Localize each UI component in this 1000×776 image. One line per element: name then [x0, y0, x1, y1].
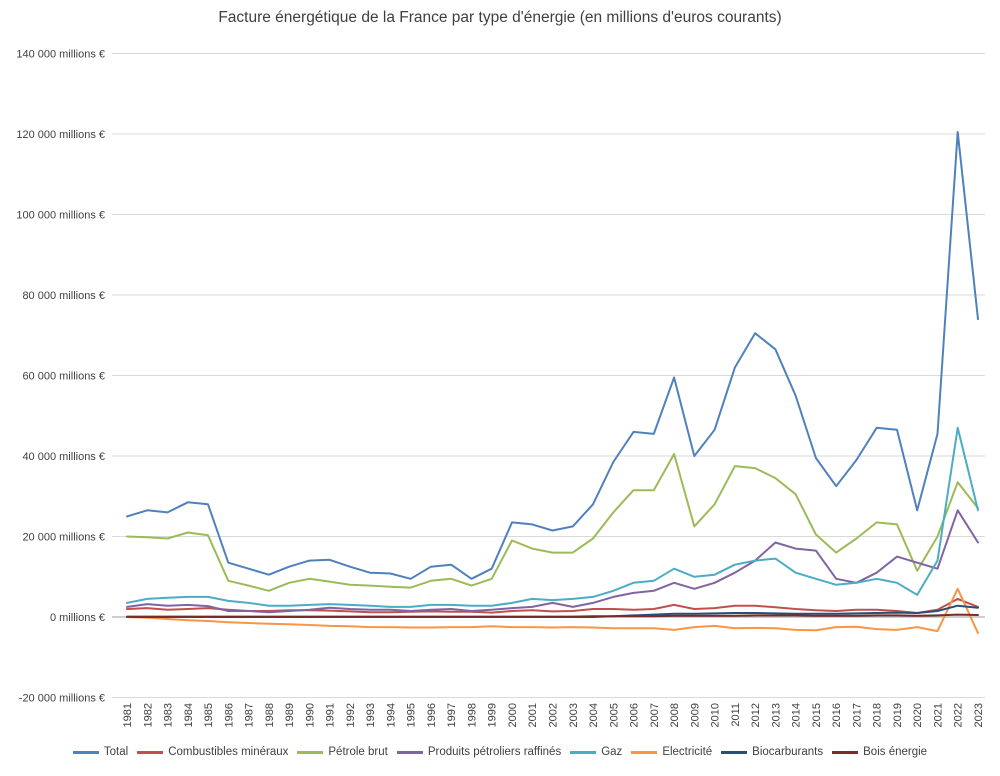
x-axis-tick-label: 2019 [892, 703, 904, 727]
y-axis-tick-label: 60 000 millions € [22, 371, 105, 383]
x-axis-tick-label: 1993 [365, 703, 377, 727]
legend-item-gaz: Gaz [570, 746, 622, 758]
x-axis-tick-label: 1998 [467, 703, 479, 727]
series-bois-energie [126, 613, 979, 618]
x-axis-tick-label: 2008 [669, 703, 681, 727]
series-total [126, 131, 979, 580]
x-axis-tick-label: 1992 [345, 703, 357, 727]
x-axis-tick-label: 2014 [791, 703, 803, 727]
x-axis-tick-label: 1982 [142, 703, 154, 727]
x-axis-tick-label: 2013 [770, 703, 782, 727]
x-axis-tick-label: 2002 [548, 703, 560, 727]
legend-line-swatch [72, 750, 99, 754]
x-axis-tick-label: 2017 [851, 703, 863, 727]
x-axis-tick-label: 1996 [426, 703, 438, 727]
x-axis-tick-label: 1999 [487, 703, 499, 727]
x-axis-tick-label: 2015 [811, 703, 823, 727]
x-axis-tick-label: 2009 [689, 703, 701, 727]
legend-line-swatch [721, 750, 748, 754]
series-combustibles-mineraux [126, 597, 979, 614]
legend-label: Pétrole brut [328, 746, 388, 758]
x-axis-tick-label: 1991 [325, 703, 337, 727]
legend-item-bois-energie: Bois énergie [832, 746, 927, 758]
series-petrole-brut [126, 453, 979, 592]
legend-label: Produits pétroliers raffinés [427, 746, 562, 758]
legend-item-combustibles-mineraux: Combustibles minéraux [137, 746, 288, 758]
x-axis-tick-label: 1994 [385, 703, 397, 727]
y-axis-tick-label: 0 millions € [50, 612, 105, 624]
x-axis-tick-label: 2006 [629, 703, 641, 727]
line-chart-plot: 140 000 millions € 120 000 millions € 100 … [16, 49, 985, 727]
x-axis-tick-label: 1989 [284, 703, 296, 727]
legend-line-swatch [631, 750, 658, 754]
legend-line-swatch [396, 750, 423, 754]
x-axis-tick-label: 1984 [183, 703, 195, 727]
legend-item-electricite: Electricité [631, 746, 712, 758]
x-axis-tick-label: 2016 [831, 703, 843, 727]
y-axis-tick-label: 120 000 millions € [16, 129, 105, 141]
x-axis-tick-label: 1988 [264, 703, 276, 727]
x-axis-tick-label: 2020 [912, 703, 924, 727]
x-axis-tick-label: 2023 [973, 703, 985, 727]
legend-label: Electricité [662, 746, 713, 758]
x-axis-tick-label: 2001 [527, 703, 539, 727]
legend-label: Total [103, 746, 129, 758]
x-axis-tick-label: 1995 [406, 703, 418, 727]
series-produits-petroliers-raffines [126, 509, 979, 614]
legend-label: Bois énergie [863, 746, 928, 758]
legend-label: Biocarburants [752, 746, 824, 758]
legend-item-total: Total [72, 746, 129, 758]
y-axis-tick-label: 20 000 millions € [22, 532, 105, 544]
y-axis-tick-label: -20 000 millions € [19, 693, 105, 705]
x-axis-tick-label: 2004 [588, 703, 600, 727]
x-axis-tick-label: 2005 [608, 703, 620, 727]
x-axis-tick-label: 1997 [446, 703, 458, 727]
x-axis-tick-label: 2012 [750, 703, 762, 727]
legend-item-biocarburants: Biocarburants [721, 746, 823, 758]
x-axis-tick-label: 1981 [122, 703, 134, 727]
x-axis-tick-label: 1983 [163, 703, 175, 727]
legend-line-swatch [570, 750, 597, 754]
x-axis-tick-label: 1986 [223, 703, 235, 727]
x-axis-tick-label: 2011 [730, 703, 742, 727]
legend-label: Combustibles minéraux [168, 746, 289, 758]
x-axis-tick-label: 2022 [953, 703, 965, 727]
x-axis-tick-label: 1987 [244, 703, 256, 727]
legend-line-swatch [297, 750, 324, 754]
x-axis-tick-label: 2010 [710, 703, 722, 727]
x-axis-tick-label: 1990 [304, 703, 316, 727]
y-axis-tick-label: 100 000 millions € [16, 210, 105, 222]
legend-line-swatch [137, 750, 164, 754]
legend-line-swatch [832, 750, 859, 754]
series-electricite [126, 587, 979, 635]
x-axis-tick-label: 2007 [649, 703, 661, 727]
chart-legend: Total Combustibles minéraux Pétrole brut Pr… [0, 746, 1000, 758]
legend-item-produits-petroliers-raffines: Produits pétroliers raffinés [396, 746, 562, 758]
legend-item-petrole-brut: Pétrole brut [297, 746, 388, 758]
y-axis-tick-label: 80 000 millions € [22, 290, 105, 302]
chart-title: Facture énergétique de la France par typ… [218, 9, 782, 26]
y-axis-tick-label: 140 000 millions € [16, 49, 105, 61]
x-axis-tick-label: 1985 [203, 703, 215, 727]
x-axis-tick-label: 2021 [933, 703, 945, 727]
series-gaz [126, 426, 979, 608]
y-axis-tick-label: 40 000 millions € [22, 451, 105, 463]
x-axis-tick-label: 2018 [872, 703, 884, 727]
legend-label: Gaz [601, 746, 623, 758]
x-axis-tick-label: 2003 [568, 703, 580, 727]
x-axis-tick-label: 2000 [507, 703, 519, 727]
